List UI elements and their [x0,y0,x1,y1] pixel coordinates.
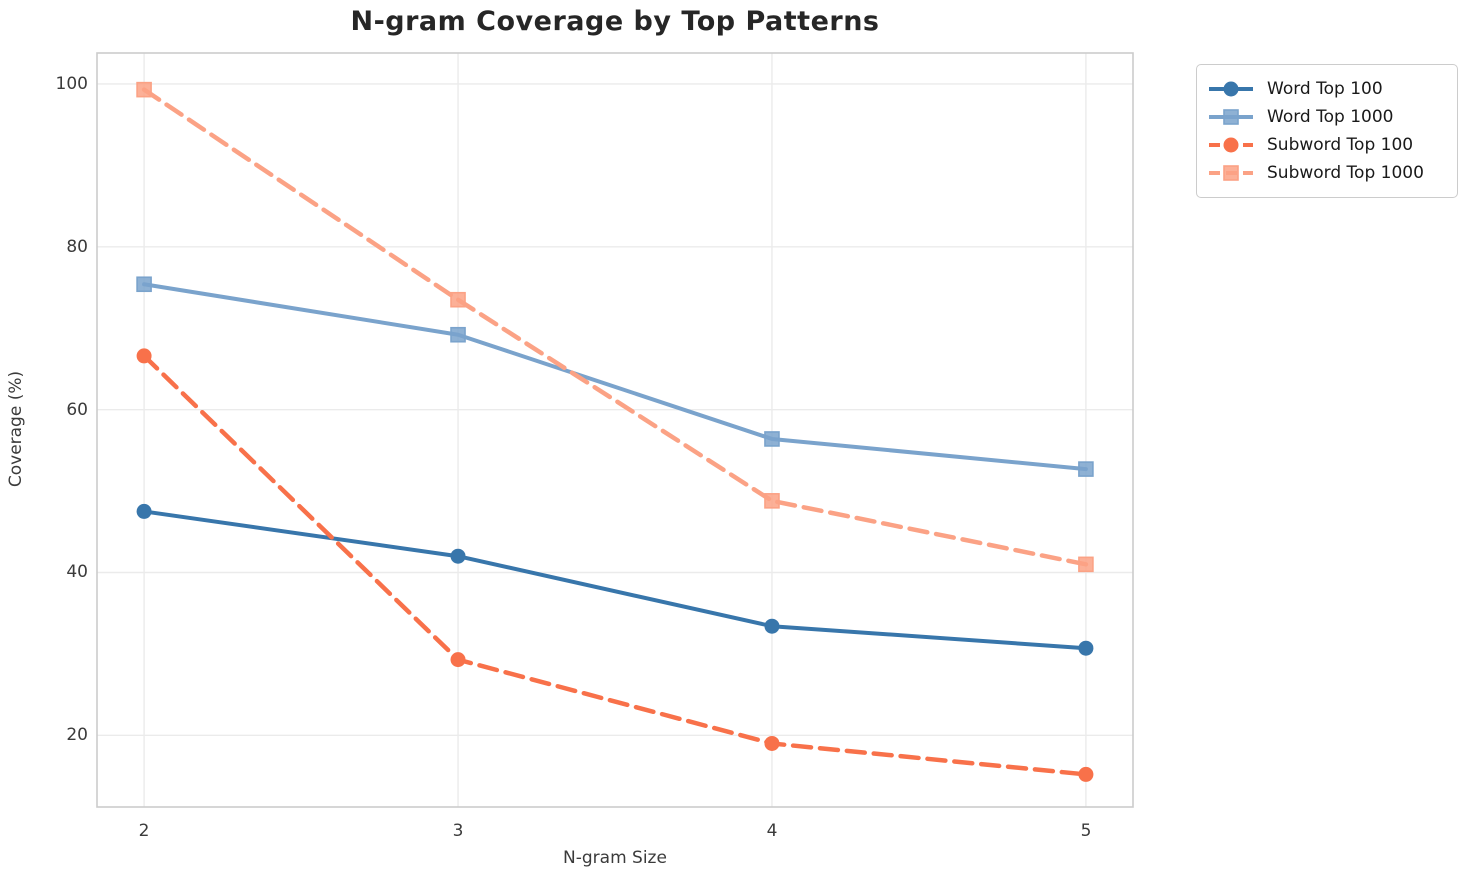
chart-title: N-gram Coverage by Top Patterns [350,6,880,37]
y-tick-label: 40 [66,562,88,582]
y-tick-label: 20 [66,725,88,745]
x-axis-label: N-gram Size [563,848,667,868]
y-tick-label: 100 [55,74,88,94]
legend-label: Word Top 100 [1267,79,1383,99]
legend-line-sample-icon [1209,81,1253,97]
x-tick-label: 3 [452,821,464,841]
legend-line-sample-icon [1209,137,1253,153]
y-tick-label: 60 [66,400,88,420]
y-axis-label: Coverage (%) [6,370,26,488]
legend-item-word-top-1000: Word Top 1000 [1207,103,1445,131]
x-tick-label: 5 [1080,821,1092,841]
x-tick-label: 2 [138,821,150,841]
legend-item-subword-top-100: Subword Top 100 [1207,131,1445,159]
legend-line-sample-icon [1209,165,1253,181]
legend-line-sample-icon [1209,109,1253,125]
legend-label: Subword Top 1000 [1267,163,1424,183]
legend: Word Top 100 Word Top 1000 Subword Top 1… [1196,64,1458,198]
y-tick-label: 80 [66,237,88,257]
legend-label: Word Top 1000 [1267,107,1394,127]
legend-label: Subword Top 100 [1267,135,1414,155]
legend-item-subword-top-1000: Subword Top 1000 [1207,159,1445,187]
legend-item-word-top-100: Word Top 100 [1207,75,1445,103]
x-tick-label: 4 [766,821,778,841]
